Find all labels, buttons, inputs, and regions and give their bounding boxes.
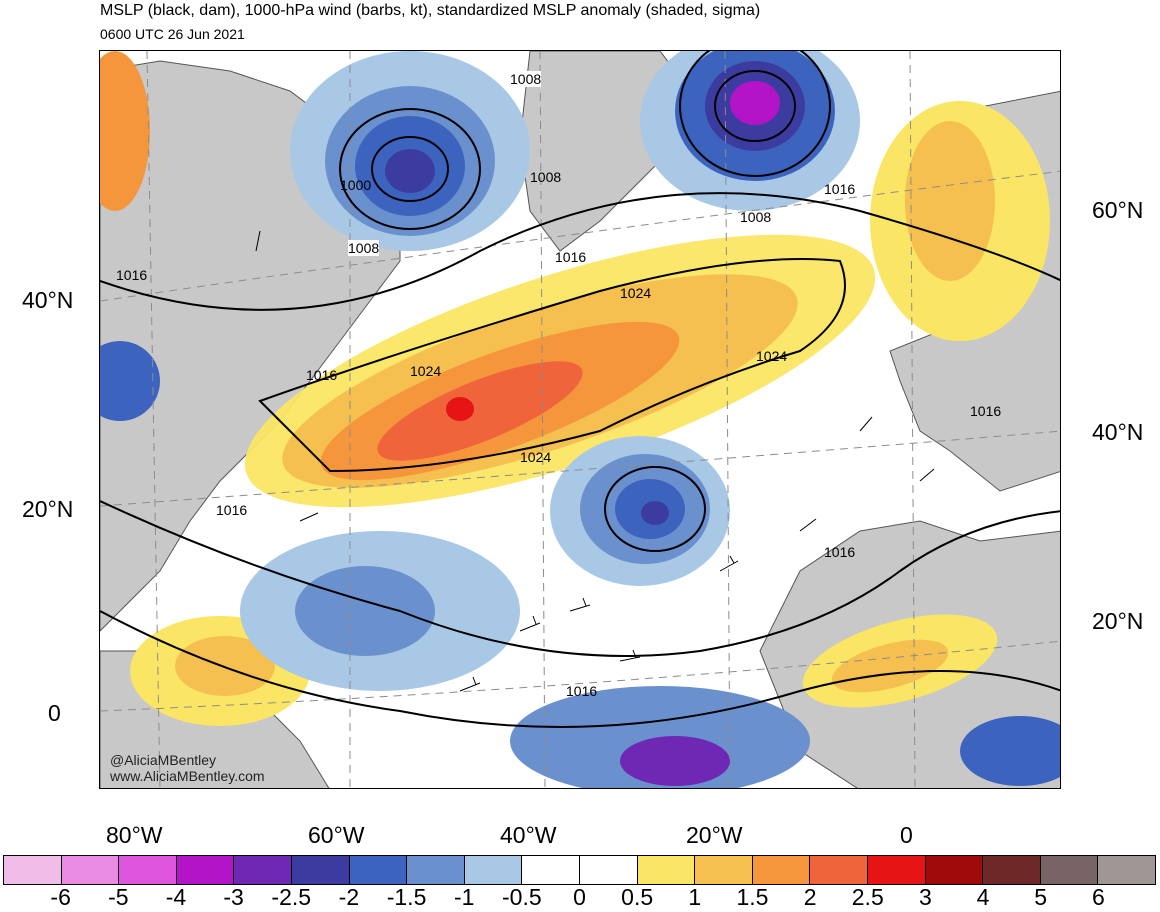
positive-anomaly-scandinavia-inner xyxy=(905,121,995,281)
contour-label: 1016 xyxy=(216,502,248,518)
positive-anomaly-ridge-core xyxy=(377,361,583,461)
colorbar-swatch xyxy=(176,856,235,884)
colorbar-tick-label: 2.5 xyxy=(851,884,884,910)
valid-time: 0600 UTC 26 Jun 2021 xyxy=(100,26,245,42)
contour-label: 1016 xyxy=(566,683,598,699)
map-panel: 1008 1000 1008 1008 1016 1008 1016 1016 … xyxy=(99,50,1061,789)
colorbar-tick-label: -2 xyxy=(338,884,360,910)
positive-anomaly-caribbean-inner xyxy=(175,636,275,696)
colorbar-swatch xyxy=(983,856,1041,884)
lat-label-left: 0 xyxy=(48,700,61,726)
colorbar-swatch xyxy=(522,856,580,884)
contour-label: 1016 xyxy=(116,267,148,283)
contour-label: 1024 xyxy=(410,363,442,379)
map-title: MSLP (black, dam), 1000-hPa wind (barbs,… xyxy=(100,2,761,19)
graticule xyxy=(100,51,1060,788)
contour-label: 1000 xyxy=(340,177,372,193)
contour-label: 1024 xyxy=(520,449,552,465)
colorbar-tick-label: 3 xyxy=(918,884,932,910)
lat-label-right: 20°N xyxy=(1092,608,1144,634)
lon-label: 40°W xyxy=(500,822,557,848)
contour-labels: 1008 1000 1008 1008 1016 1008 1016 1016 … xyxy=(100,51,1060,788)
lon-label: 20°W xyxy=(686,822,743,848)
negative-anomaly-azores-core xyxy=(641,501,669,525)
colorbar-tick-label: -3 xyxy=(223,884,244,910)
anomaly-shading xyxy=(100,51,1060,788)
negative-anomaly-tropical-inner xyxy=(295,566,435,656)
map-canvas xyxy=(100,51,1060,788)
colorbar-swatch xyxy=(349,856,408,884)
colorbar-tick-label: 6 xyxy=(1091,884,1105,910)
colorbar-swatch xyxy=(119,856,177,884)
contour-label: 1024 xyxy=(620,285,652,301)
negative-anomaly-gulf-guinea xyxy=(960,716,1060,786)
colorbar-swatch xyxy=(61,856,120,884)
mslp-contours xyxy=(100,51,1060,728)
lat-label-left: 40°N xyxy=(22,287,74,313)
positive-anomaly-max xyxy=(446,397,474,421)
contour-label: 1008 xyxy=(740,209,772,225)
colorbar-tick-label: 5 xyxy=(1034,884,1048,910)
colorbar-tick-label: -1 xyxy=(453,884,475,910)
lat-label-left: 20°N xyxy=(22,496,74,522)
colorbar-tick-label: -4 xyxy=(165,884,187,910)
lat-label-right: 40°N xyxy=(1092,419,1144,445)
positive-anomaly-nw-corner xyxy=(100,51,150,211)
lon-label: 0 xyxy=(900,822,913,848)
colorbar-swatch xyxy=(1040,856,1099,884)
positive-anomaly-sahara-inner xyxy=(831,639,949,693)
colorbar-swatch xyxy=(234,856,292,884)
colorbar-swatch xyxy=(464,856,523,884)
colorbar-swatch xyxy=(291,856,350,884)
credit-handle: @AliciaMBentley xyxy=(110,752,217,768)
contour-label: 1016 xyxy=(306,367,338,383)
contour-label: 1008 xyxy=(510,71,542,87)
contour-label: 1008 xyxy=(348,240,380,256)
negative-anomaly-equatorial-core xyxy=(620,736,730,786)
colorbar-tick-label: -2.5 xyxy=(271,884,312,910)
lon-label: 80°W xyxy=(106,822,163,848)
lon-label: 60°W xyxy=(308,822,365,848)
colorbar-tick-label: 1.5 xyxy=(736,884,769,910)
colorbar-swatch xyxy=(695,856,753,884)
colorbar-swatch xyxy=(752,856,811,884)
colorbar-tick-label: -5 xyxy=(108,884,129,910)
colorbar-tick-label: 1 xyxy=(688,884,702,910)
colorbar-swatch xyxy=(1098,856,1155,884)
colorbar-swatch xyxy=(407,856,465,884)
colorbar-swatch xyxy=(810,856,868,884)
colorbar-tick-label: 4 xyxy=(976,884,990,910)
colorbar-swatch xyxy=(867,856,926,884)
lat-label-right: 60°N xyxy=(1092,197,1144,223)
negative-anomaly-iceland-core xyxy=(730,81,780,125)
negative-anomaly-labrador-core xyxy=(385,149,435,193)
negative-anomaly-west xyxy=(100,341,160,421)
anomaly-colorbar xyxy=(3,855,1156,885)
colorbar-tick-label: -1.5 xyxy=(386,884,427,910)
colorbar-tick-label: -0.5 xyxy=(502,884,542,910)
colorbar-tick-label: 0.5 xyxy=(621,884,654,910)
contour-label: 1016 xyxy=(824,181,856,197)
colorbar-swatch xyxy=(579,856,638,884)
contour-label: 1016 xyxy=(824,544,856,560)
contour-label: 1008 xyxy=(530,169,562,185)
colorbar-swatch xyxy=(637,856,696,884)
credit-website: www.AliciaMBentley.com xyxy=(110,768,265,784)
contour-label: 1016 xyxy=(555,249,587,265)
contour-label: 1024 xyxy=(756,348,788,364)
wind-barbs xyxy=(255,230,935,692)
colorbar-tick-label: -6 xyxy=(50,884,71,910)
colorbar-swatch xyxy=(925,856,984,884)
colorbar-tick-label: 2 xyxy=(803,884,817,910)
colorbar-tick-label: 0 xyxy=(573,884,586,910)
contour-label: 1016 xyxy=(970,403,1002,419)
colorbar-swatch xyxy=(4,856,62,884)
